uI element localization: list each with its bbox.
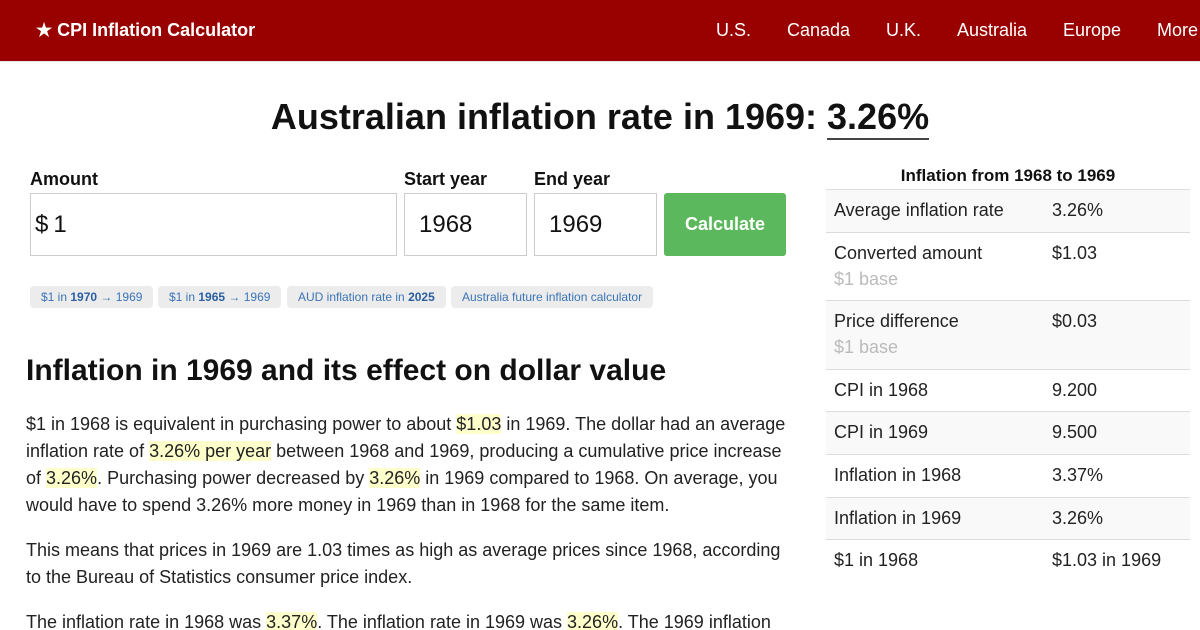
chip-text: $1 in (169, 290, 199, 304)
chip-text: Australia future inflation calculator (462, 290, 643, 304)
row-label: Average inflation rate (834, 200, 1004, 220)
table-row: $1 in 1968 $1.03 in 1969 (826, 539, 1190, 582)
brand-link[interactable]: ★ CPI Inflation Calculator (36, 20, 255, 41)
nav-link-uk[interactable]: U.K. (886, 20, 922, 40)
start-year-label: Start year (404, 169, 488, 189)
star-icon: ★ (36, 20, 53, 40)
brand-label: CPI Inflation Calculator (57, 20, 256, 40)
nav-link-canada[interactable]: Canada (787, 20, 851, 40)
chip-text: → 1969 (97, 290, 143, 304)
chip-1965-to-1969[interactable]: $1 in 1965 → 1969 (158, 286, 282, 308)
paragraph-summary: $1 in 1968 is equivalent in purchasing p… (26, 414, 786, 515)
chip-aud-rate-2025[interactable]: AUD inflation rate in 2025 (287, 286, 446, 308)
nav-link-australia[interactable]: Australia (957, 20, 1028, 40)
start-year-value: 1968 (419, 211, 473, 238)
table-row: Inflation in 1969 3.26% (826, 497, 1190, 539)
chip-text: $1 in (41, 290, 71, 304)
chip-future-calculator[interactable]: Australia future inflation calculator (451, 286, 654, 308)
row-value: $0.03 (1052, 311, 1098, 331)
chip-1970-to-1969[interactable]: $1 in 1970 → 1969 (30, 286, 154, 308)
page-title-rate: 3.26% (827, 96, 930, 140)
paragraph-rates: The inflation rate in 1968 was 3.37%. Th… (26, 612, 771, 630)
row-sublabel: $1 base (834, 269, 899, 289)
nav-links: U.S. Canada U.K. Australia Europe More (0, 20, 1200, 42)
end-year-value: 1969 (549, 211, 603, 238)
highlight: 3.37% (266, 612, 318, 630)
end-year-input[interactable]: 1969 (534, 193, 657, 256)
chip-text: AUD inflation rate in (298, 290, 409, 304)
chip-text: → 1969 (225, 290, 271, 304)
nav-link-us[interactable]: U.S. (716, 20, 752, 40)
table-row: Price difference $1 base $0.03 (826, 300, 1190, 369)
row-value: $1.03 (1052, 243, 1098, 263)
dollar-sign: $ (35, 211, 49, 238)
row-label: Inflation in 1968 (834, 465, 962, 485)
calculate-button[interactable]: Calculate (664, 193, 786, 256)
row-label: Price difference (834, 311, 959, 331)
chip-bold: 2025 (408, 290, 435, 304)
chip-bold: 1965 (198, 290, 226, 304)
table-row: CPI in 1969 9.500 (826, 411, 1190, 454)
amount-label: Amount (30, 169, 98, 189)
row-value: 3.26% (1052, 508, 1104, 528)
highlight: 3.26% (369, 468, 421, 488)
row-label: Converted amount (834, 243, 983, 263)
table-row: CPI in 1968 9.200 (826, 369, 1190, 411)
page-title: Australian inflation rate in 1969: 3.26% (0, 96, 1200, 140)
table-row: Converted amount $1 base $1.03 (826, 232, 1190, 300)
table-row: Inflation in 1968 3.37% (826, 454, 1190, 497)
table-caption: Inflation from 1968 to 1969 (900, 166, 1116, 185)
start-year-input[interactable]: 1968 (404, 193, 527, 256)
highlight: $1.03 (456, 414, 502, 434)
end-year-label: End year (534, 169, 611, 189)
top-navbar: ★ CPI Inflation Calculator U.S. Canada U.… (0, 0, 1200, 62)
row-label: CPI in 1969 (834, 422, 929, 442)
row-value: 3.26% (1052, 200, 1104, 220)
amount-input[interactable]: $1 (30, 193, 397, 256)
row-label: $1 in 1968 (834, 550, 919, 570)
row-label: Inflation in 1969 (834, 508, 962, 528)
nav-link-europe[interactable]: Europe (1063, 20, 1122, 40)
row-label: CPI in 1968 (834, 380, 929, 400)
section-heading: Inflation in 1969 and its effect on doll… (26, 354, 667, 387)
highlight: 3.26% (567, 612, 619, 630)
row-value: 9.500 (1052, 422, 1098, 442)
paragraph-cpi: This means that prices in 1969 are 1.03 … (26, 540, 781, 587)
nav-link-more[interactable]: More (1157, 20, 1199, 40)
row-sublabel: $1 base (834, 337, 899, 357)
chip-bold: 1970 (70, 290, 98, 304)
row-value: 3.37% (1052, 465, 1104, 485)
highlight: 3.26% (46, 468, 98, 488)
row-value: $1.03 in 1969 (1052, 550, 1162, 570)
page-title-text: Australian inflation rate in 1969: (270, 96, 828, 137)
highlight: 3.26% per year (149, 441, 272, 461)
table-row: Average inflation rate 3.26% (826, 189, 1190, 232)
row-value: 9.200 (1052, 380, 1098, 400)
amount-value: 1 (53, 211, 67, 238)
inflation-summary-table: Inflation from 1968 to 1969 Average infl… (826, 162, 1190, 582)
